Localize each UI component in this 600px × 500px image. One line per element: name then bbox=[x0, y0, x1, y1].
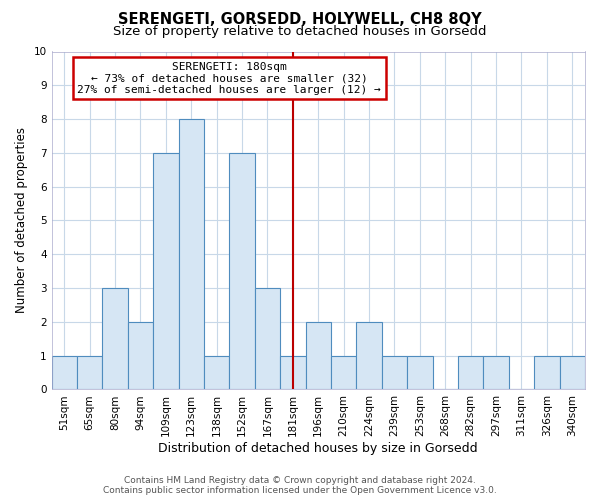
Bar bbox=[204, 356, 229, 390]
Bar bbox=[52, 356, 77, 390]
Bar bbox=[331, 356, 356, 390]
Bar bbox=[77, 356, 103, 390]
Text: Contains HM Land Registry data © Crown copyright and database right 2024.
Contai: Contains HM Land Registry data © Crown c… bbox=[103, 476, 497, 495]
Bar bbox=[534, 356, 560, 390]
Bar bbox=[153, 153, 179, 390]
Text: SERENGETI: 180sqm
← 73% of detached houses are smaller (32)
27% of semi-detached: SERENGETI: 180sqm ← 73% of detached hous… bbox=[77, 62, 381, 95]
Bar bbox=[305, 322, 331, 390]
Bar bbox=[280, 356, 305, 390]
Bar bbox=[179, 119, 204, 390]
Text: SERENGETI, GORSEDD, HOLYWELL, CH8 8QY: SERENGETI, GORSEDD, HOLYWELL, CH8 8QY bbox=[118, 12, 482, 28]
Bar bbox=[560, 356, 585, 390]
Bar bbox=[407, 356, 433, 390]
Bar bbox=[128, 322, 153, 390]
Y-axis label: Number of detached properties: Number of detached properties bbox=[15, 128, 28, 314]
Bar bbox=[229, 153, 255, 390]
Bar bbox=[458, 356, 484, 390]
X-axis label: Distribution of detached houses by size in Gorsedd: Distribution of detached houses by size … bbox=[158, 442, 478, 455]
Bar bbox=[103, 288, 128, 390]
Bar bbox=[255, 288, 280, 390]
Bar bbox=[356, 322, 382, 390]
Text: Size of property relative to detached houses in Gorsedd: Size of property relative to detached ho… bbox=[113, 25, 487, 38]
Bar bbox=[484, 356, 509, 390]
Bar bbox=[382, 356, 407, 390]
